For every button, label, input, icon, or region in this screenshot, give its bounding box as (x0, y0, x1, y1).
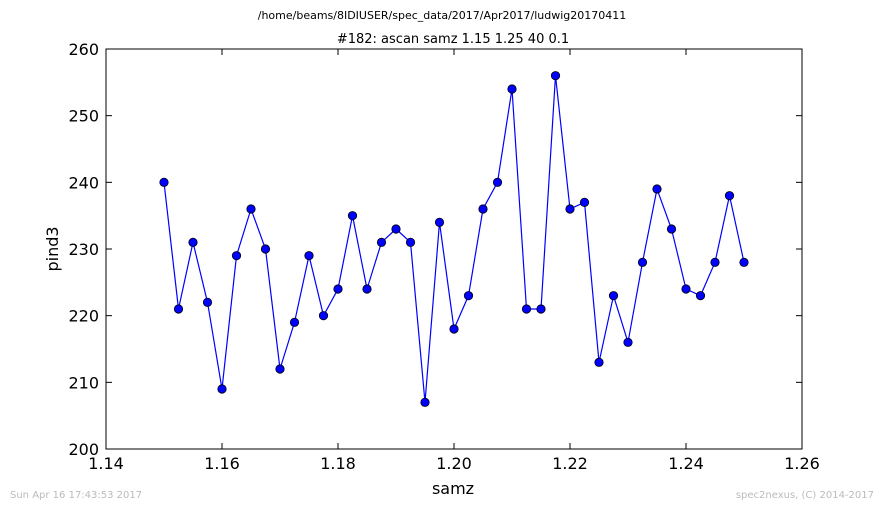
data-point (391, 224, 401, 234)
data-point (420, 397, 430, 407)
x-tick-label: 1.20 (436, 454, 472, 473)
plot-area (105, 48, 803, 450)
data-point (681, 284, 691, 294)
y-axis-label: pind3 (43, 226, 62, 271)
data-point (608, 291, 619, 301)
x-tick-label: 1.22 (552, 454, 588, 473)
ticks-layer: 1.14 1.16 1.18 1.20 1.22 1.24 1.26 200 210 220 230… (68, 40, 819, 473)
y-tick-label: 240 (68, 173, 99, 192)
plot-frame (105, 48, 803, 450)
file-path-heading: /home/beams/8IDIUSER/spec_data/2017/Apr2… (258, 9, 627, 22)
chart-title: #182: ascan samz 1.15 1.25 40 0.1 (337, 32, 569, 47)
data-point (521, 304, 532, 314)
data-point (550, 71, 561, 81)
footer-credit: spec2nexus, (C) 2014-2017 (736, 490, 874, 501)
x-tick-label: 1.14 (88, 454, 124, 473)
data-point (739, 257, 749, 267)
data-point (710, 257, 720, 267)
data-point (594, 357, 604, 367)
data-point (289, 317, 300, 327)
data-point (376, 237, 387, 247)
y-tick-label: 220 (68, 307, 99, 326)
data-point (536, 304, 546, 314)
data-point (217, 384, 227, 394)
data-point (304, 251, 314, 261)
data-point (173, 304, 184, 314)
data-point (260, 244, 271, 254)
data-point (478, 204, 488, 214)
data-point (333, 284, 343, 294)
data-point (507, 84, 517, 94)
data-point (405, 237, 416, 247)
data-point (565, 204, 575, 214)
y-tick-label: 260 (68, 40, 99, 59)
data-point (449, 324, 459, 334)
data-point (666, 224, 677, 234)
data-point (246, 204, 256, 214)
data-point (463, 291, 474, 301)
data-point (362, 284, 372, 294)
x-tick-label: 1.18 (320, 454, 356, 473)
data-point (724, 191, 735, 201)
data-point (637, 257, 648, 267)
data-point (492, 177, 503, 187)
x-tick-label: 1.16 (204, 454, 240, 473)
x-axis-label: samz (432, 479, 474, 498)
data-point (231, 251, 242, 261)
series-layer (159, 71, 749, 407)
data-point (159, 177, 169, 187)
data-point (188, 237, 198, 247)
y-tick-label: 230 (68, 240, 99, 259)
data-point (623, 337, 633, 347)
x-tick-label: 1.26 (784, 454, 820, 473)
data-point (275, 364, 285, 374)
data-point (695, 291, 706, 301)
data-point (434, 217, 445, 227)
data-point (347, 211, 358, 221)
data-point (652, 184, 662, 194)
data-point (318, 311, 329, 321)
data-point (202, 297, 213, 307)
x-tick-label: 1.24 (668, 454, 704, 473)
footer-timestamp: Sun Apr 16 17:43:53 2017 (10, 490, 142, 501)
data-point (579, 197, 590, 207)
y-tick-label: 210 (68, 373, 99, 392)
y-tick-label: 250 (68, 107, 99, 126)
y-tick-label: 200 (68, 440, 99, 459)
